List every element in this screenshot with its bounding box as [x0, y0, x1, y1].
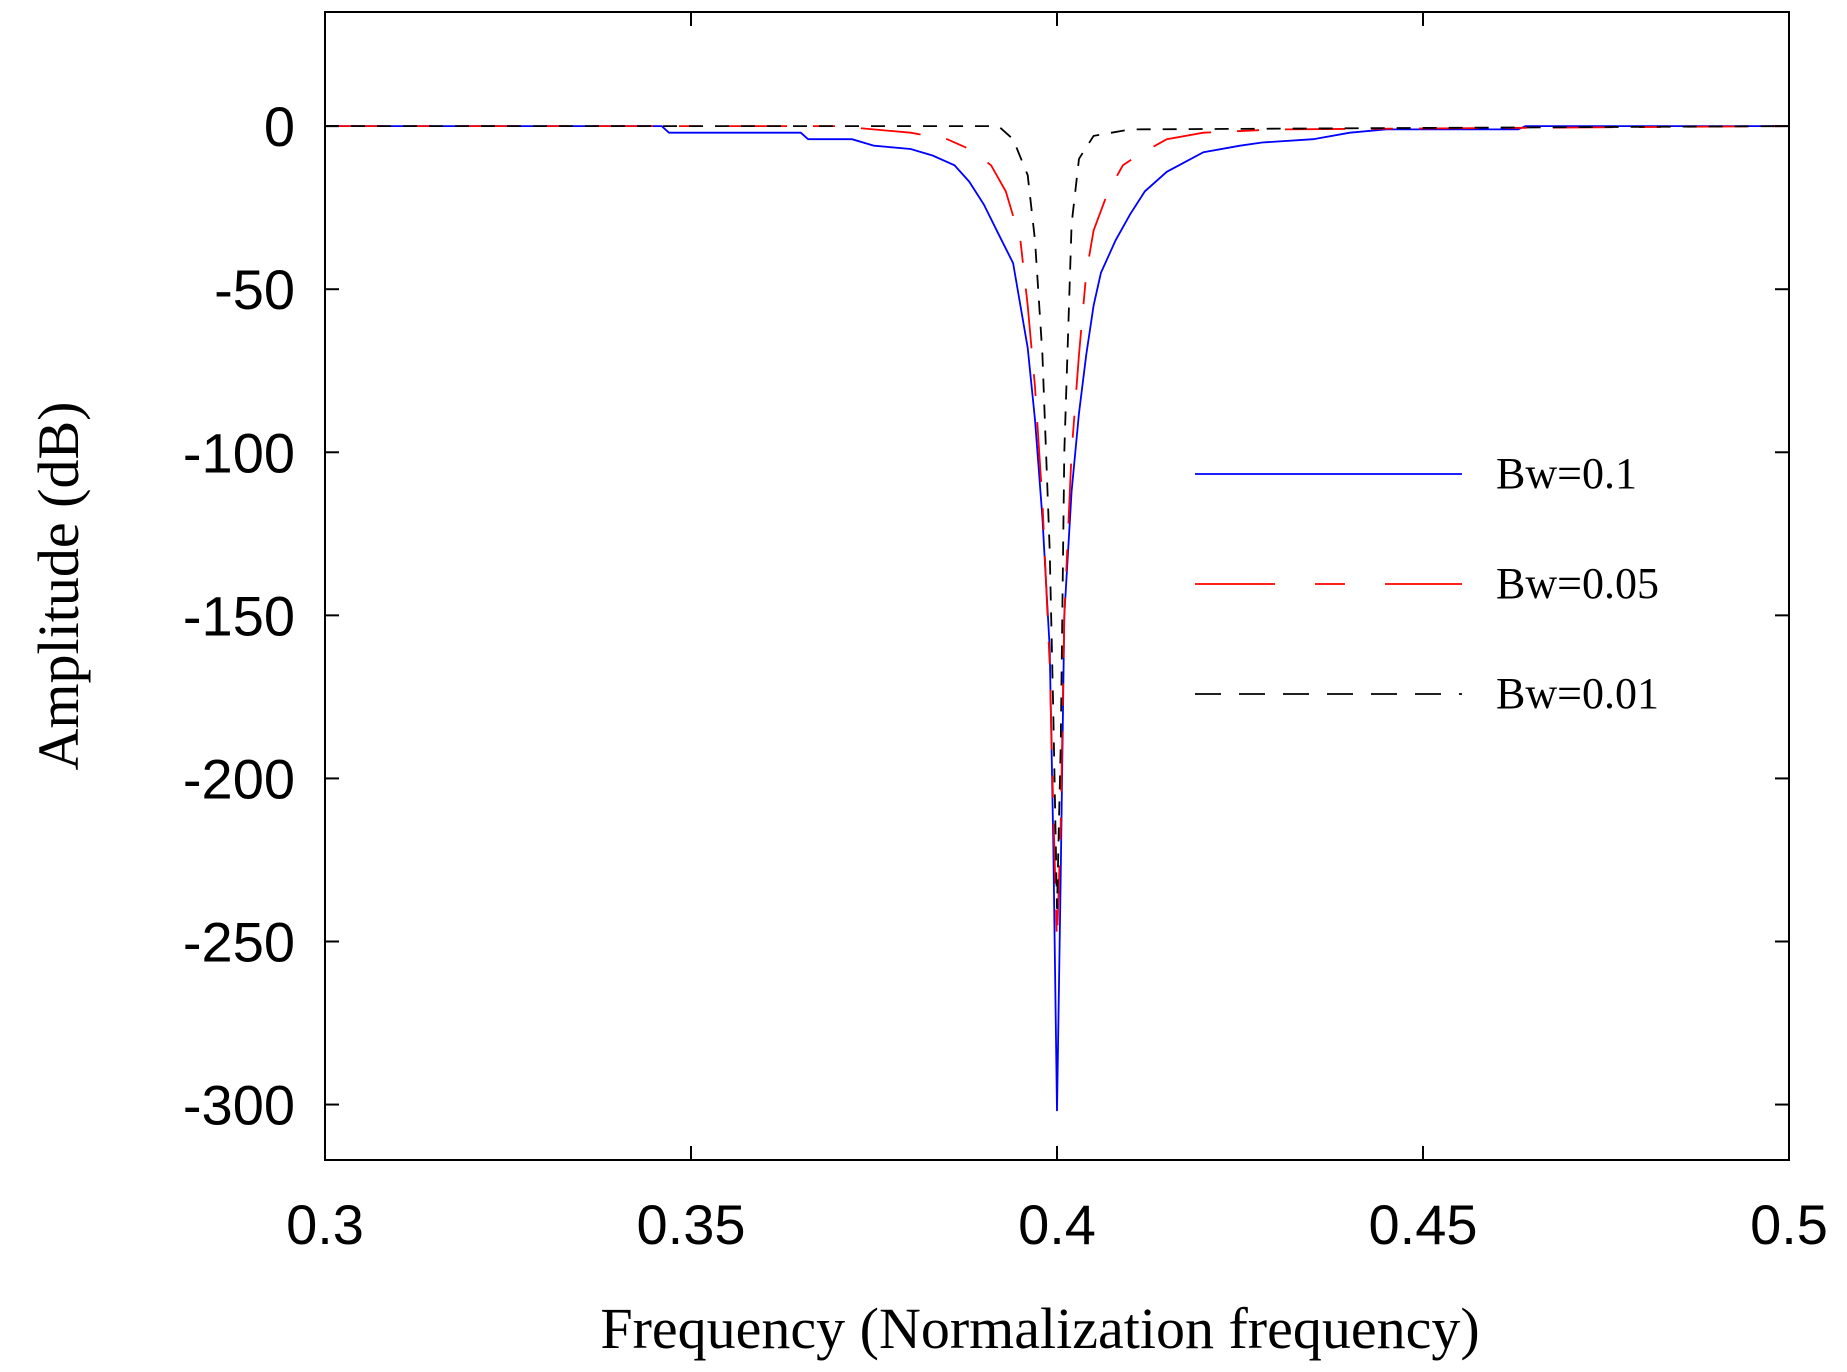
y-tick-label: -250: [183, 910, 295, 973]
axis-ticks: [324, 12, 1790, 1160]
legend-label-3: Bw=0.01: [1496, 669, 1659, 718]
x-tick-label: 0.4: [1018, 1193, 1096, 1256]
series-line-2: [325, 125, 1790, 942]
y-tick-label: -50: [214, 258, 295, 321]
x-tick-label: 0.5: [1750, 1193, 1828, 1256]
x-tick-label: 0.45: [1369, 1193, 1478, 1256]
legend-label-2: Bw=0.05: [1496, 559, 1659, 608]
legend: Bw=0.1 Bw=0.05 Bw=0.01: [1195, 449, 1659, 718]
y-axis-label: Amplitude (dB): [26, 402, 91, 771]
y-tick-label: -100: [183, 421, 295, 484]
y-tick-label: -200: [183, 747, 295, 810]
x-tick-label: 0.35: [637, 1193, 746, 1256]
x-axis-label: Frequency (Normalization frequency): [600, 1296, 1479, 1361]
series-lines: [325, 125, 1790, 1112]
series-line-3: [325, 125, 1790, 909]
series-line-1: [325, 125, 1789, 1112]
y-tick-label: -300: [183, 1074, 295, 1137]
x-tick-label: 0.3: [286, 1193, 364, 1256]
tick-labels: 0.3 0.35 0.4 0.45 0.5 0 -50 -100 -150 -200 -250 -30…: [183, 95, 1828, 1256]
y-tick-label: -150: [183, 584, 295, 647]
y-tick-label: 0: [264, 95, 295, 158]
legend-label-1: Bw=0.1: [1496, 449, 1637, 498]
